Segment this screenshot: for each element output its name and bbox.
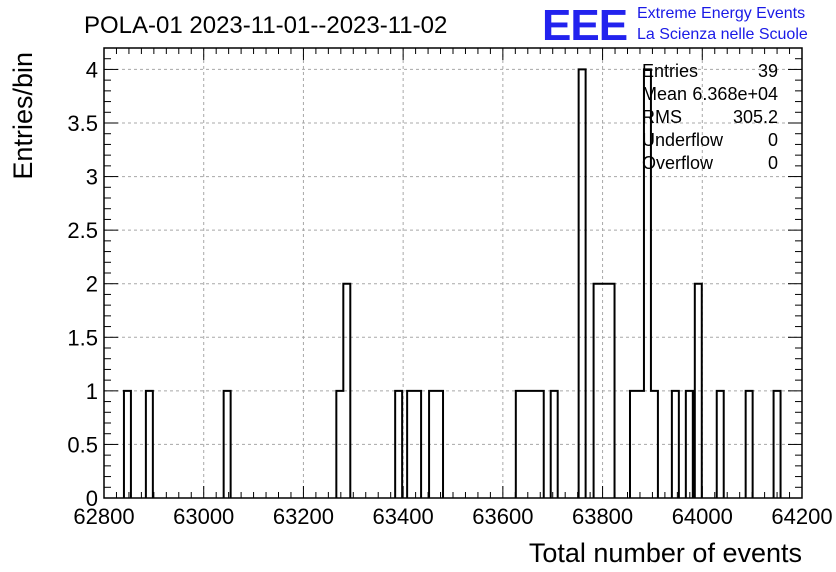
y-axis-title: Entries/bin [8,52,38,180]
stats-label-underflow: Underflow [642,130,724,150]
stats-label-overflow: Overflow [642,153,714,173]
x-tick-label-0: 62800 [73,504,134,529]
x-tick-label-6: 64000 [672,504,733,529]
stats-label-rms: RMS [642,107,682,127]
stats-value-rms: 305.2 [733,107,778,127]
y-tick-label-6: 3 [86,165,98,190]
x-tick-label-7: 64200 [771,504,832,529]
stats-value-entries: 39 [758,61,778,81]
x-tick-label-4: 63600 [472,504,533,529]
x-axis-title: Total number of events [529,538,802,568]
stats-label-mean: Mean [642,84,687,104]
stats-label-entries: Entries [642,61,698,81]
y-tick-label-4: 2 [86,272,98,297]
x-tick-label-3: 63400 [373,504,434,529]
x-tick-label-2: 63200 [273,504,334,529]
y-tick-label-1: 0.5 [67,432,98,457]
stats-value-underflow: 0 [768,130,778,150]
y-tick-label-2: 1 [86,379,98,404]
stats-value-overflow: 0 [768,153,778,173]
logo-line-1: Extreme Energy Events [637,5,805,22]
y-tick-label-7: 3.5 [67,111,98,136]
y-tick-label-3: 1.5 [67,325,98,350]
y-tick-label-8: 4 [86,57,98,82]
y-tick-label-5: 2.5 [67,218,98,243]
chart-title: POLA-01 2023-11-01--2023-11-02 [84,12,447,39]
y-tick-label-0: 0 [86,486,98,511]
y-axis: 0 0.5 1 1.5 2 2.5 3 3.5 4 [67,47,802,511]
stats-value-mean: 6.368e+04 [692,84,778,104]
logo-mark: EEE [542,1,627,50]
eee-logo: EEE Extreme Energy Events La Scienza nel… [542,1,808,50]
logo-line-2: La Scienza nelle Scuole [637,26,808,43]
x-tick-label-5: 63800 [572,504,633,529]
stats-box: Entries 39 Mean 6.368e+04 RMS 305.2 Underflow 0… [642,61,778,173]
histogram-outline [122,68,782,498]
x-axis: 62800 63000 63200 63400 63600 63800 64000 64200 [73,48,833,529]
x-tick-label-1: 63000 [173,504,234,529]
